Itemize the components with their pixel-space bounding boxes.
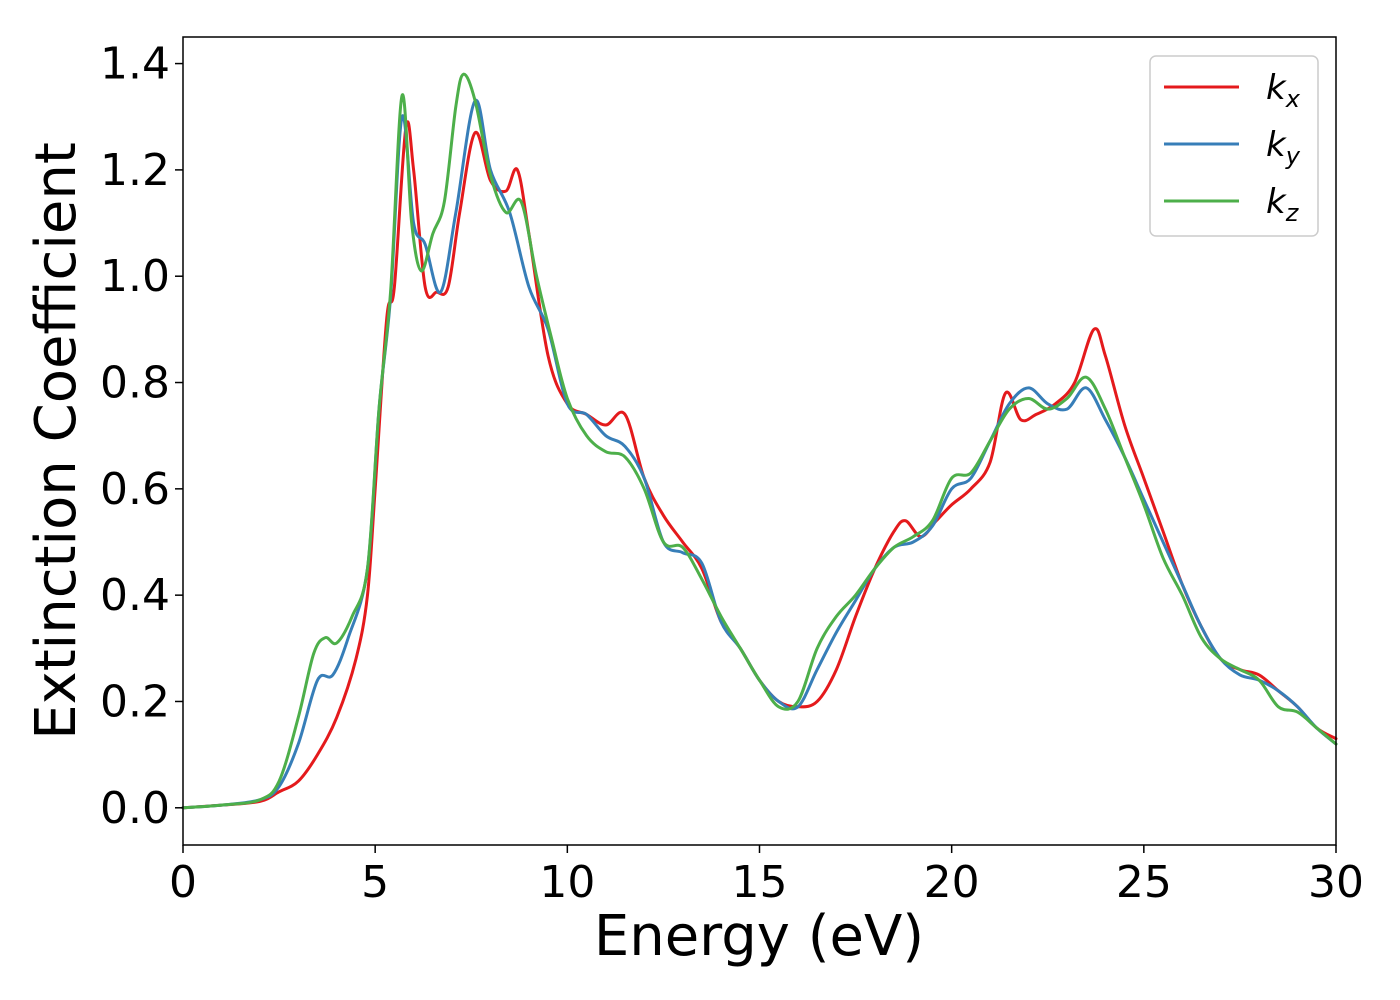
y-tick-label: 0.4: [100, 570, 170, 621]
x-tick-label: 15: [732, 857, 788, 908]
series-layer: [181, 72, 1338, 810]
x-tick-label: 0: [169, 857, 197, 908]
y-tick-label: 1.2: [100, 145, 170, 196]
x-tick-label: 5: [361, 857, 389, 908]
legend-label-z: kz: [1266, 182, 1300, 227]
x-tick-label: 20: [924, 857, 980, 908]
legend-label-x: kx: [1266, 68, 1301, 113]
legend-box: [1149, 55, 1319, 237]
x-tick-label: 25: [1116, 857, 1172, 908]
y-tick-label: 0.8: [100, 358, 170, 409]
y-axis-ticks: 0.0 0.2 0.4 0.6 0.8 1.0 1.2 1.4: [100, 39, 183, 834]
x-tick-label: 30: [1308, 857, 1364, 908]
x-axis-ticks: 0 5 10 15 20 25 30: [169, 845, 1364, 908]
x-tick-label: 10: [539, 857, 595, 908]
y-tick-label: 0.6: [100, 464, 170, 515]
y-tick-label: 0.2: [100, 676, 170, 727]
y-tick-label: 1.0: [100, 251, 170, 302]
y-tick-label: 1.4: [100, 39, 170, 90]
y-axis-label: Extinction Coefficient: [24, 142, 89, 740]
y-tick-label: 0.0: [100, 783, 170, 834]
x-axis-label: Energy (eV): [594, 904, 924, 969]
legend-label-y: ky: [1266, 125, 1301, 170]
series-line-z: [181, 72, 1338, 810]
legend: kx ky kz: [1149, 55, 1319, 237]
